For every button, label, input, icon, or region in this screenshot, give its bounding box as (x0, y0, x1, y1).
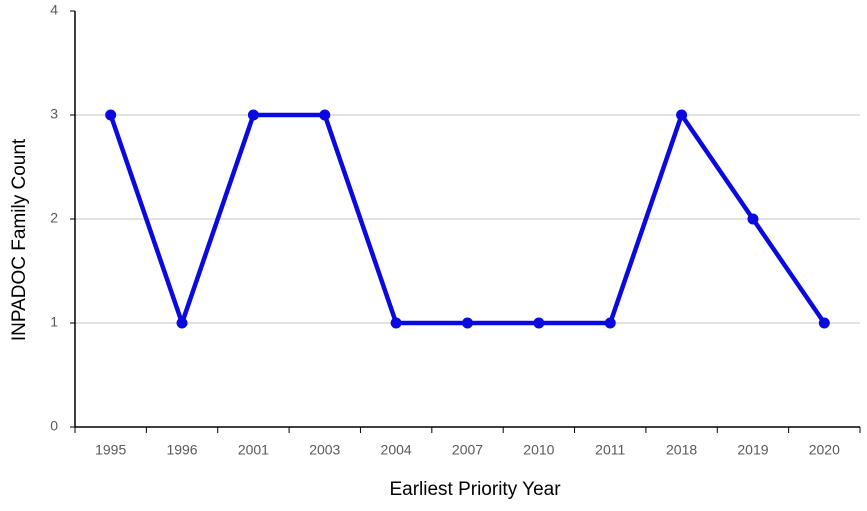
y-tick-label: 1 (50, 314, 58, 330)
y-tick-label: 4 (50, 2, 58, 18)
x-tick-label: 2003 (309, 442, 340, 458)
x-tick-label: 2018 (666, 442, 697, 458)
data-point (176, 317, 188, 329)
data-point (747, 213, 759, 225)
data-point (818, 317, 830, 329)
data-point (105, 109, 117, 121)
x-tick-label: 1996 (166, 442, 197, 458)
x-tick-label: 2010 (523, 442, 554, 458)
data-point (319, 109, 331, 121)
y-tick-label: 3 (50, 106, 58, 122)
x-tick-label: 1995 (95, 442, 126, 458)
x-tick-label: 2001 (238, 442, 269, 458)
y-tick-label: 2 (50, 210, 58, 226)
data-point (676, 109, 688, 121)
x-tick-label: 2007 (452, 442, 483, 458)
y-axis-title: INPADOC Family Count (9, 138, 30, 341)
data-point (462, 317, 473, 329)
x-tick-label: 2011 (595, 442, 625, 458)
x-axis-title: Earliest Priority Year (389, 479, 561, 500)
data-point (533, 317, 545, 329)
data-point (604, 317, 616, 329)
x-tick-label: 2020 (809, 442, 840, 458)
x-tick-label: 2019 (737, 442, 768, 458)
data-point (247, 109, 259, 121)
data-point (390, 317, 402, 329)
x-tick-label: 2004 (381, 442, 412, 458)
y-tick-label: 0 (50, 418, 58, 434)
